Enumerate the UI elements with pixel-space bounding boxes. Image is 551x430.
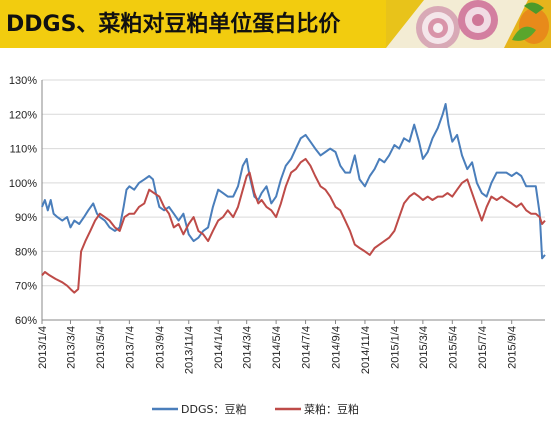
x-tick-label: 2015/9/4 bbox=[507, 326, 519, 369]
x-tick-label: 2015/1/4 bbox=[389, 326, 401, 369]
y-tick-label: 130% bbox=[9, 75, 37, 87]
y-tick-label: 60% bbox=[15, 315, 37, 327]
series-line-rapeseed bbox=[41, 157, 546, 294]
slide-title: DDGS、菜粕对豆粕单位蛋白比价 bbox=[6, 12, 341, 37]
x-tick-label: 2013/7/4 bbox=[124, 326, 136, 369]
legend: DDGS：豆粕 菜粕：豆粕 bbox=[152, 402, 359, 416]
x-tick-label: 2013/3/4 bbox=[65, 326, 77, 369]
chart: 60%70%80%90%100%110%120%130% 2013/1/4 201… bbox=[9, 75, 546, 416]
y-tick-labels: 60% 70% 80% 90% 100% 110% 120% 130% bbox=[9, 75, 37, 327]
y-tick-label: 90% bbox=[15, 212, 37, 224]
x-tick-label: 2013/5/4 bbox=[95, 326, 107, 369]
axes bbox=[41, 80, 545, 324]
x-tick-label: 2014/3/4 bbox=[242, 326, 254, 369]
legend-label-rapeseed: 菜粕：豆粕 bbox=[304, 402, 359, 416]
x-tick-label: 2013/9/4 bbox=[154, 326, 166, 369]
y-tick-label: 110% bbox=[10, 144, 38, 156]
series-lines bbox=[41, 103, 546, 294]
y-tick-label: 70% bbox=[15, 281, 37, 293]
series-line-ddgs bbox=[41, 103, 546, 260]
grid-lines bbox=[42, 79, 545, 321]
x-tick-label: 2014/7/4 bbox=[301, 326, 313, 369]
legend-label-ddgs: DDGS：豆粕 bbox=[181, 402, 246, 416]
x-tick-label: 2015/7/4 bbox=[477, 326, 489, 369]
x-tick-labels: 2013/1/4 2013/3/4 2013/5/4 2013/7/4 2013/9/4… bbox=[37, 326, 519, 374]
y-tick-label: 80% bbox=[15, 246, 37, 258]
x-tick-label: 2014/1/4 bbox=[213, 326, 225, 369]
title-bar: DDGS、菜粕对豆粕单位蛋白比价 bbox=[0, 0, 551, 48]
x-tick-label: 2014/5/4 bbox=[271, 326, 283, 369]
x-tick-label: 2015/3/4 bbox=[418, 326, 430, 369]
x-tick-label: 2013/1/4 bbox=[37, 326, 49, 369]
x-tick-label: 2014/11/4 bbox=[360, 326, 372, 374]
x-tick-label: 2014/9/4 bbox=[330, 326, 342, 369]
y-tick-label: 100% bbox=[9, 178, 37, 190]
x-tick-label: 2015/5/4 bbox=[447, 326, 459, 369]
x-tick-label: 2013/11/4 bbox=[184, 326, 196, 374]
vegetable-image bbox=[386, 0, 551, 48]
y-tick-label: 120% bbox=[9, 109, 37, 121]
